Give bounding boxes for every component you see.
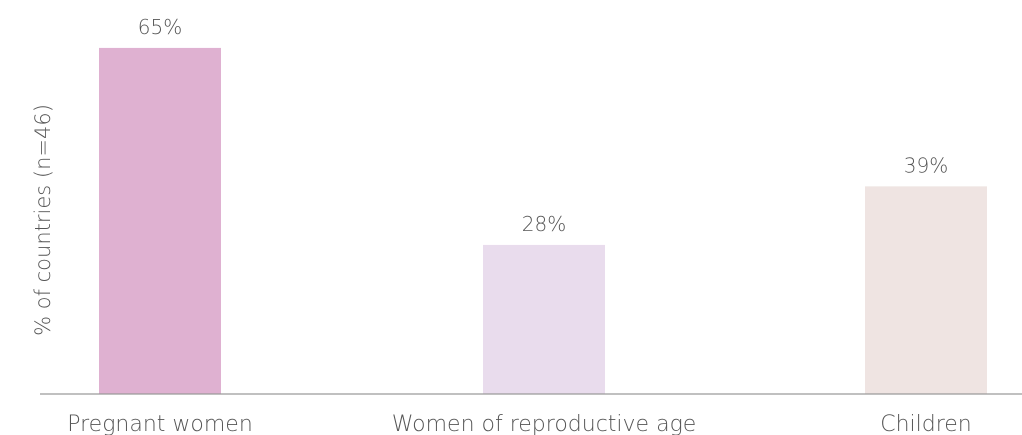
category-label-2: Women of reproductive age [392, 412, 697, 435]
bar-value-label-1: 65% [138, 15, 182, 39]
bar-3 [865, 186, 987, 394]
y-axis-label: % of countries (n=46) [31, 104, 55, 336]
category-label-3: Children [880, 412, 972, 435]
bar-value-label-2: 28% [522, 212, 566, 236]
category-labels-group: Pregnant women Women of reproductive age C… [67, 412, 972, 435]
bars-group: 65% 28% 39% [99, 15, 987, 395]
bar-1 [99, 47, 221, 395]
category-label-1: Pregnant women [67, 412, 253, 435]
bar-2 [483, 244, 605, 394]
bar-value-label-3: 39% [904, 153, 948, 177]
